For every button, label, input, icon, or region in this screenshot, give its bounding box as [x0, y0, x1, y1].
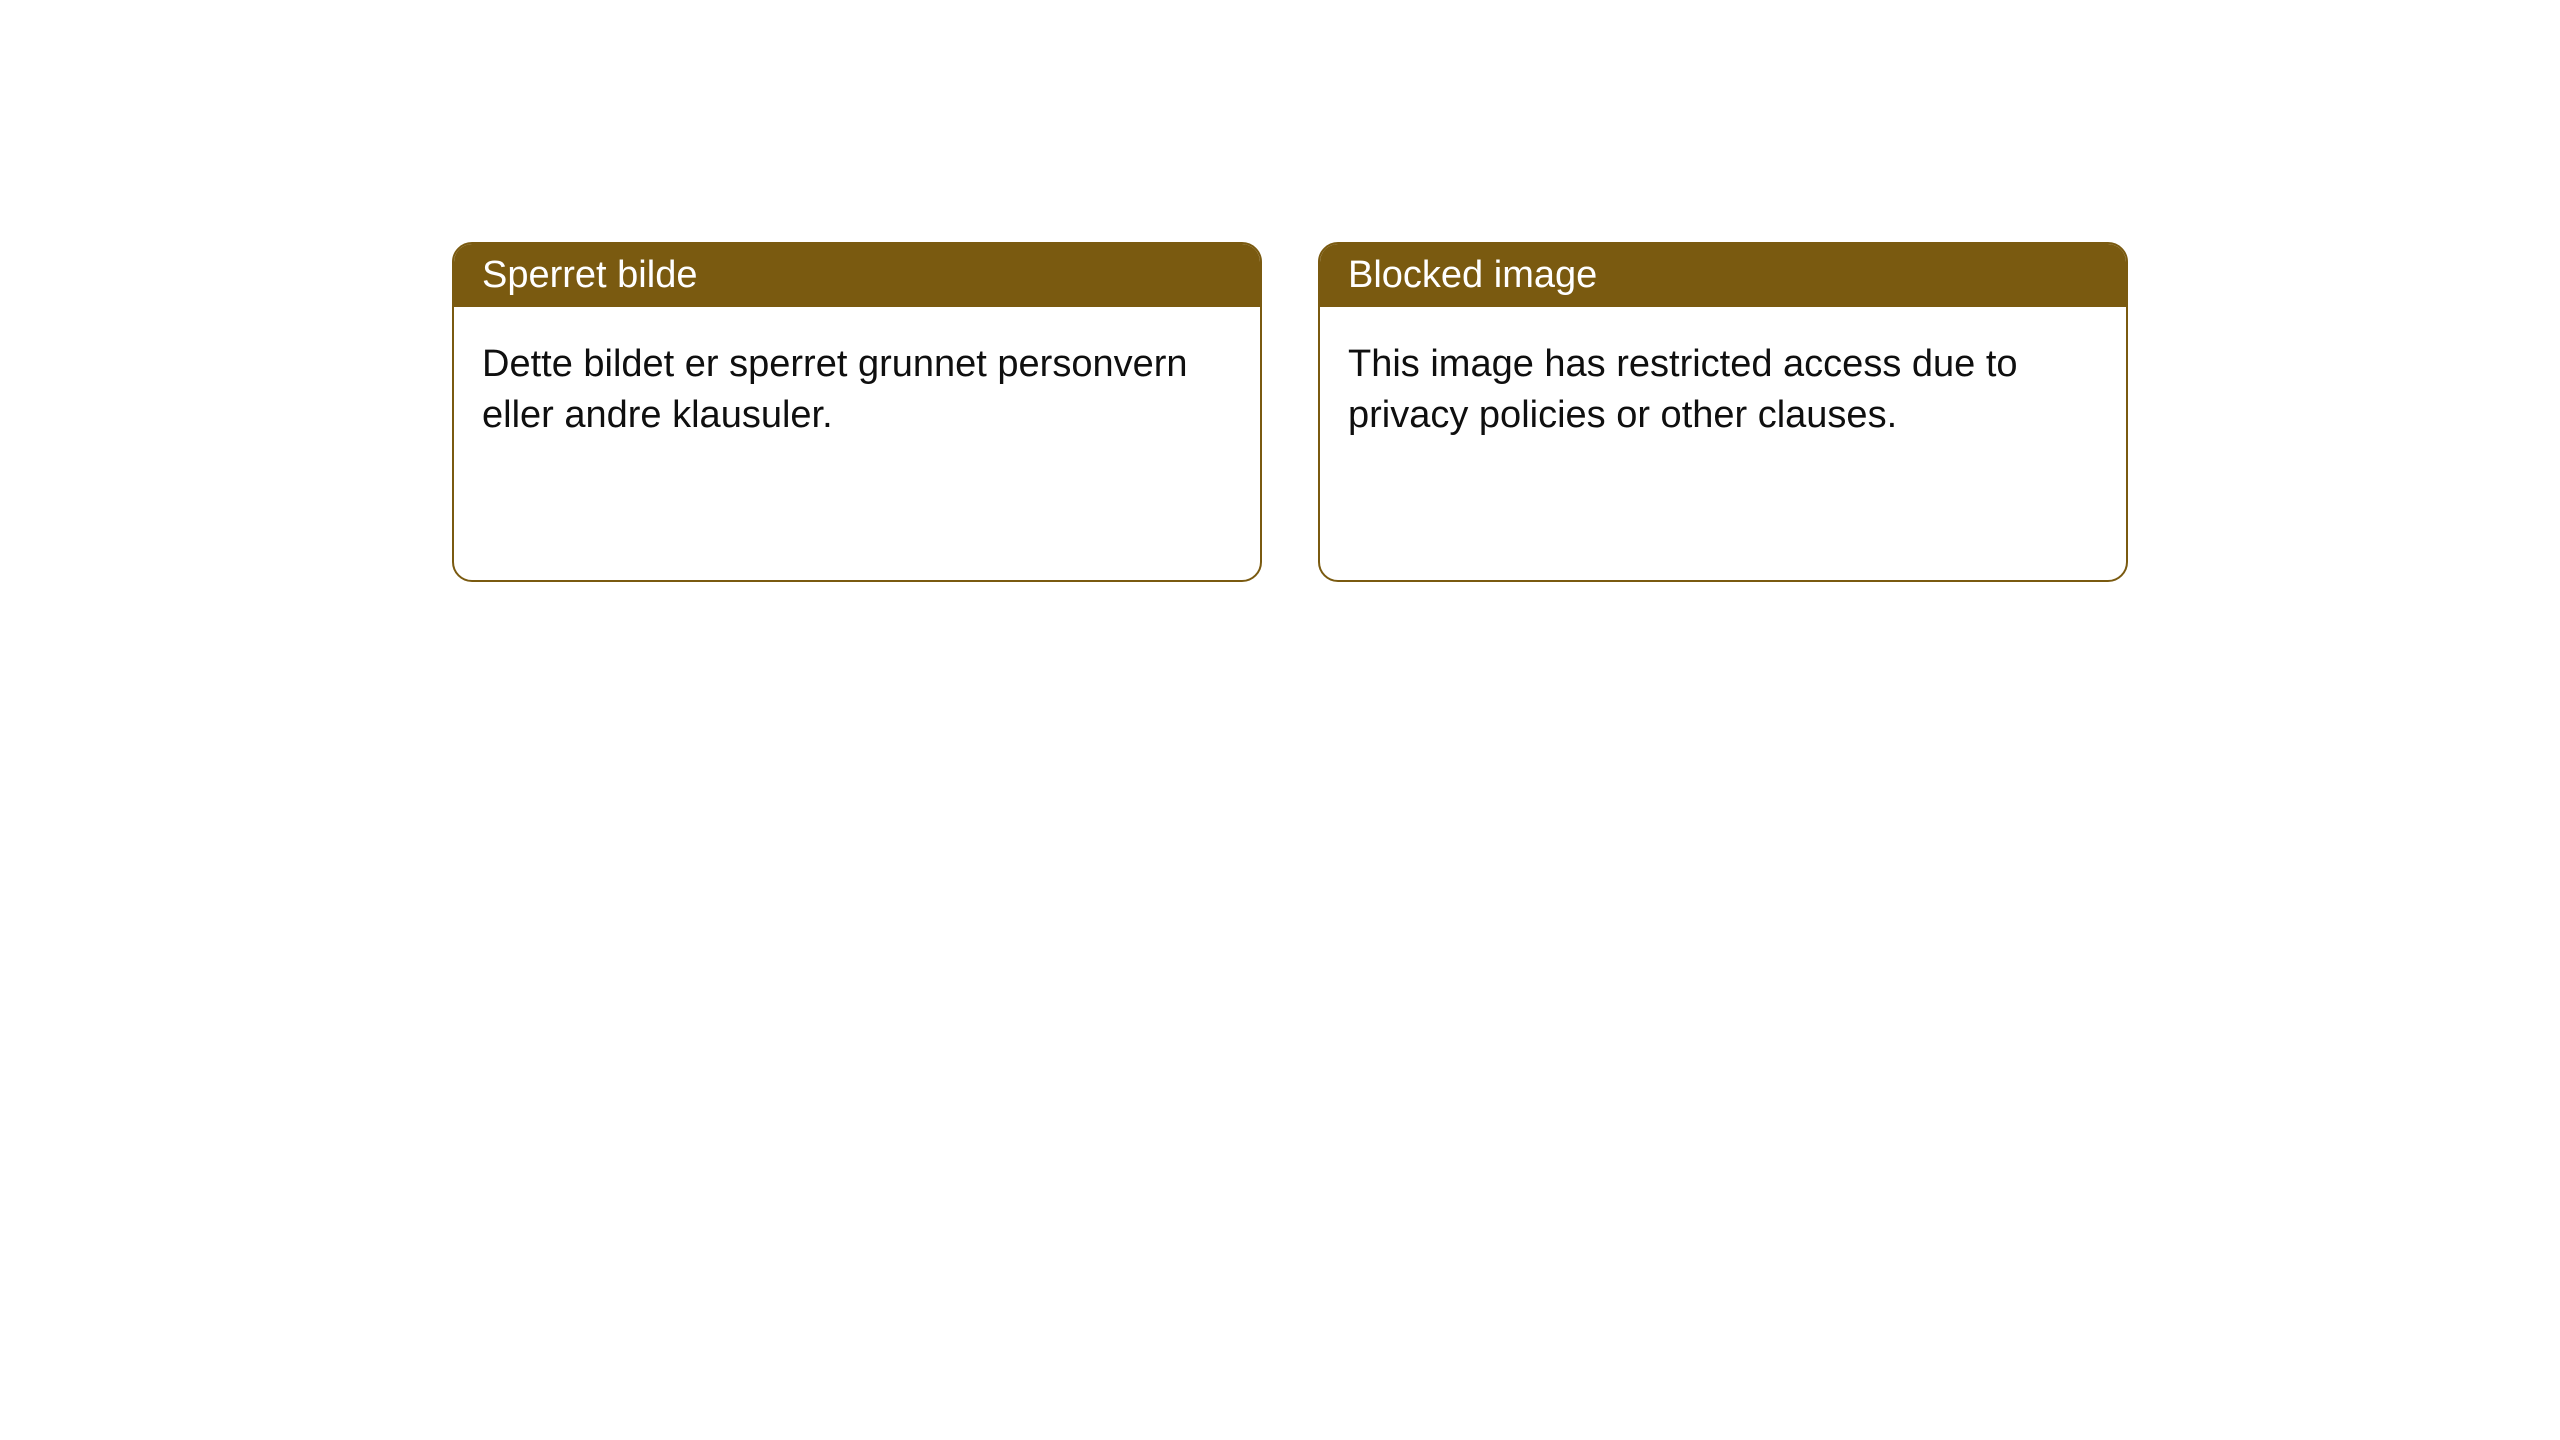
card-title: Blocked image: [1348, 254, 1597, 296]
card-header: Blocked image: [1320, 244, 2126, 307]
card-title: Sperret bilde: [482, 254, 697, 296]
notice-cards-container: Sperret bilde Dette bildet er sperret gr…: [0, 0, 2560, 582]
card-body: This image has restricted access due to …: [1320, 307, 2126, 474]
notice-card-english: Blocked image This image has restricted …: [1318, 242, 2128, 582]
notice-card-norwegian: Sperret bilde Dette bildet er sperret gr…: [452, 242, 1262, 582]
card-body: Dette bildet er sperret grunnet personve…: [454, 307, 1260, 474]
card-body-text: This image has restricted access due to …: [1348, 343, 2018, 436]
card-body-text: Dette bildet er sperret grunnet personve…: [482, 343, 1188, 436]
card-header: Sperret bilde: [454, 244, 1260, 307]
